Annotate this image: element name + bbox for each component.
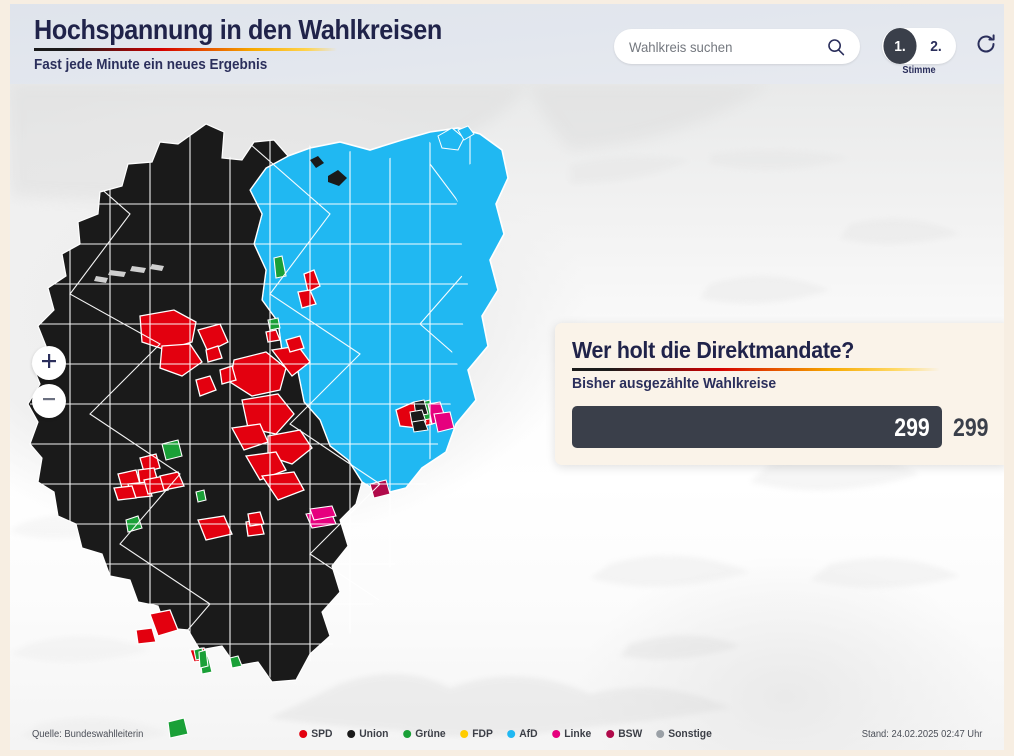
refresh-icon <box>974 32 998 61</box>
card-title: Wer holt die Direktmandate? <box>572 337 855 363</box>
search-input[interactable] <box>614 38 810 55</box>
legend-color-dot <box>460 730 469 738</box>
card-subtitle: Bisher ausgezählte Wahlkreise <box>572 375 777 392</box>
legend-item[interactable]: Grüne <box>402 728 447 740</box>
timestamp-label: Stand: 24.02.2025 02:47 Uhr <box>861 729 982 740</box>
germany-constituency-map[interactable] <box>10 84 1004 750</box>
plus-icon <box>40 352 58 375</box>
legend-item[interactable]: Union <box>346 728 390 740</box>
minus-icon <box>40 390 58 413</box>
region-group-union[interactable] <box>27 123 363 683</box>
tab-zweitstimme[interactable]: 2. <box>930 37 942 55</box>
baltic-islands <box>310 156 347 186</box>
party-legend: SPD Union Grüne FDP AfD Linke BSW Sonstige <box>299 728 715 740</box>
constituency-borders <box>30 124 480 684</box>
map-canvas[interactable] <box>10 84 1004 750</box>
title-block: Hochspannung in den Wahlkreisen Fast jed… <box>34 14 487 73</box>
legend-item[interactable]: Sonstige <box>656 728 714 740</box>
legend-item[interactable]: FDP <box>460 728 494 740</box>
legend-color-dot <box>507 730 516 738</box>
source-label: Quelle: Bundeswahlleiterin <box>32 729 144 740</box>
legend-label: FDP <box>472 728 494 740</box>
legend-label: SPD <box>311 728 333 740</box>
title-underline-gradient <box>34 48 337 51</box>
region-group-linke[interactable] <box>305 401 455 529</box>
legend-label: Linke <box>563 728 591 740</box>
legend-item[interactable]: SPD <box>299 728 334 740</box>
search-box[interactable] <box>614 29 860 64</box>
north-sea-islands <box>94 264 164 283</box>
legend-color-dot <box>551 730 560 738</box>
legend-label: Union <box>358 728 389 740</box>
vote-toggle-label: Stimme <box>902 65 936 76</box>
legend-label: Sonstige <box>668 728 713 740</box>
zoom-in-button[interactable] <box>32 346 66 380</box>
direktmandate-card: Wer holt die Direktmandate? Bisher ausge… <box>555 323 1004 465</box>
total-value: 299 <box>953 414 989 442</box>
region-group-gruene[interactable] <box>125 255 435 739</box>
legend-label: AfD <box>519 728 538 740</box>
search-icon[interactable] <box>822 38 850 56</box>
legend-color-dot <box>402 730 411 738</box>
counted-progress-bar: 299 <box>572 406 942 448</box>
legend-label: Grüne <box>414 728 446 740</box>
legend-color-dot <box>656 730 665 738</box>
legend-color-dot <box>346 730 355 738</box>
legend-color-dot <box>605 730 614 738</box>
legend-item[interactable]: BSW <box>605 728 644 740</box>
region-group-spd[interactable] <box>113 269 433 663</box>
legend-item[interactable]: Linke <box>551 728 593 740</box>
legend-label: BSW <box>617 728 642 740</box>
legend-item[interactable]: AfD <box>507 728 539 740</box>
header-bar: Hochspannung in den Wahlkreisen Fast jed… <box>10 0 1004 84</box>
counted-value: 299 <box>894 414 930 442</box>
refresh-button[interactable] <box>970 30 1002 62</box>
page-title: Hochspannung in den Wahlkreisen <box>34 14 442 45</box>
tab-erststimme[interactable]: 1. <box>883 28 917 64</box>
ruegen-island[interactable] <box>437 125 475 151</box>
legend-color-dot <box>299 730 308 738</box>
card-underline-gradient <box>572 368 940 371</box>
page-subtitle: Fast jede Minute ein neues Ergebnis <box>34 56 268 73</box>
zoom-out-button[interactable] <box>32 384 66 418</box>
footer-bar: Quelle: Bundeswahlleiterin SPD Union Grüne… <box>10 724 1004 750</box>
vote-toggle[interactable]: 1. 2. <box>882 28 956 64</box>
